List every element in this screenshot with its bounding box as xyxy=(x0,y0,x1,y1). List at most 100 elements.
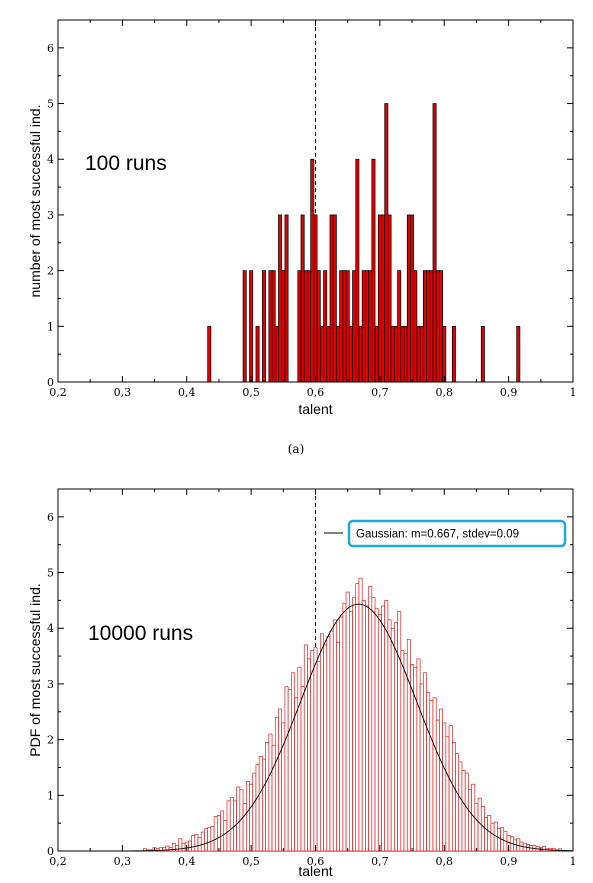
chart-b-bar xyxy=(274,717,279,852)
chart-a-bar xyxy=(332,214,337,383)
chart-b-x-tick-label: 1 xyxy=(570,855,577,868)
chart-a-bar xyxy=(268,270,273,383)
chart-a-x-tick-label: 0,7 xyxy=(371,386,389,399)
chart-b-bar xyxy=(461,769,466,852)
chart-b-x-tick-label: 0,9 xyxy=(500,855,518,868)
chart-a-bar xyxy=(410,214,415,383)
chart-b-bar xyxy=(332,619,337,852)
chart-a-bar xyxy=(435,270,440,383)
chart-b-x-tick-label: 0,4 xyxy=(178,855,196,868)
chart-b-y-tick-label: 6 xyxy=(47,511,54,524)
chart-b-bar xyxy=(229,797,234,852)
chart-b-bar xyxy=(323,644,328,852)
chart-b-bar xyxy=(468,789,472,852)
chart-b-bar xyxy=(445,736,450,852)
chart-b-bar xyxy=(336,641,340,852)
chart-b-bar xyxy=(242,803,247,852)
chart-b-bar xyxy=(175,845,180,852)
chart-a-bar xyxy=(207,325,212,383)
chart-a-bar xyxy=(368,270,373,383)
chart-a-x-axis: 0,2 0,3 0,4 0,5 0,6 0,7 0,8 0,9 1 xyxy=(49,20,577,399)
chart-b-bar xyxy=(265,742,270,852)
chart-b-bar xyxy=(320,633,324,852)
chart-a-bar xyxy=(442,325,447,383)
chart-b-bar xyxy=(300,686,305,852)
chart-b-bar xyxy=(416,658,421,852)
chart-a-caption: (a) xyxy=(288,442,305,456)
chart-a-bar xyxy=(413,270,418,383)
chart-a-bar xyxy=(429,270,434,383)
chart-a-bar xyxy=(403,325,408,383)
chart-a-bar xyxy=(319,325,324,383)
chart-a-x-tick-label: 0,3 xyxy=(114,386,132,399)
chart-b-bar xyxy=(329,630,334,852)
chart-a-annotation: 100 runs xyxy=(85,152,167,175)
chart-b-x-tick-label: 0,3 xyxy=(114,855,132,868)
chart-b-bar xyxy=(497,828,501,852)
chart-a-y-axis: 0 1 2 3 4 5 6 xyxy=(47,42,573,389)
chart-a-bar xyxy=(390,325,395,383)
chart-b-bar xyxy=(365,605,369,852)
chart-b-bar xyxy=(197,837,202,852)
chart-b-y-tick-label: 1 xyxy=(47,789,54,802)
chart-a-bar xyxy=(323,270,328,383)
chart-a-bar xyxy=(439,270,443,383)
chart-a-bar xyxy=(371,158,376,383)
chart-a-bar xyxy=(387,214,392,383)
chart-b-bar xyxy=(558,848,563,852)
chart-b-bar xyxy=(426,691,431,852)
chart-a-bar xyxy=(249,270,254,383)
chart-a-x-tick-label: 1 xyxy=(570,386,577,399)
chart-b-bar xyxy=(252,772,257,852)
chart-a-bar xyxy=(297,270,302,383)
chart-b-bar xyxy=(213,816,218,852)
chart-a-bar xyxy=(274,325,279,383)
chart-a-bar xyxy=(342,270,347,383)
chart-a-y-tick-label: 2 xyxy=(47,265,54,278)
chart-b-bar xyxy=(262,758,266,852)
chart-a-bar xyxy=(278,214,283,383)
chart-b-bar xyxy=(207,827,212,852)
chart-a-bar xyxy=(416,325,421,383)
chart-a-bar xyxy=(397,270,402,383)
chart-b-bar xyxy=(361,600,366,852)
chart-a-x-tick-label: 0,8 xyxy=(436,386,454,399)
chart-a-bar xyxy=(300,214,305,383)
chart-a-x-tick-label: 0,9 xyxy=(500,386,518,399)
chart-b-x-tick-label: 0,5 xyxy=(242,855,260,868)
chart-b-bar xyxy=(368,586,373,852)
chart-a-bar xyxy=(348,325,353,383)
chart-b-bar xyxy=(220,810,225,852)
chart-b-bar xyxy=(487,815,492,852)
chart-b-bar xyxy=(429,700,434,852)
chart-b-bar xyxy=(339,616,344,852)
chart-b-y-tick-label: 0 xyxy=(47,845,54,858)
chart-a-bar xyxy=(516,325,521,383)
chart-b-bar xyxy=(204,828,208,852)
chart-b-bar xyxy=(348,611,353,852)
chart-a-bar xyxy=(329,214,334,383)
chart-b-bar xyxy=(352,597,357,852)
chart-b-bar xyxy=(374,608,379,852)
chart-a-bar xyxy=(316,270,321,383)
chart-a-bar xyxy=(352,270,357,383)
chart-a-bar xyxy=(377,214,382,383)
chart-a-bar xyxy=(284,214,289,383)
chart-b-bar xyxy=(355,583,360,852)
chart-b-bar xyxy=(313,647,318,852)
chart-b-bar xyxy=(307,658,311,852)
chart-b-bar xyxy=(245,781,250,852)
chart-a-histogram-100-runs: 0,2 0,3 0,4 0,5 0,6 0,7 0,8 0,9 1 0 1 2 3 4 5 6 100 ru… xyxy=(27,19,577,456)
chart-a-x-tick-label: 0,2 xyxy=(49,386,67,399)
chart-b-bar xyxy=(419,683,424,852)
chart-b-annotation: 10000 runs xyxy=(88,622,193,645)
chart-b-bar xyxy=(188,840,192,852)
chart-a-bar xyxy=(400,325,405,383)
chart-b-bar xyxy=(181,842,186,852)
chart-a-y-axis-title: number of most successful ind. xyxy=(27,105,43,298)
chart-a-bar xyxy=(355,158,360,383)
chart-a-bar xyxy=(419,325,424,383)
chart-b-bar xyxy=(268,733,273,852)
chart-a-y-tick-label: 0 xyxy=(47,376,54,389)
chart-a-y-tick-label: 1 xyxy=(47,320,54,333)
